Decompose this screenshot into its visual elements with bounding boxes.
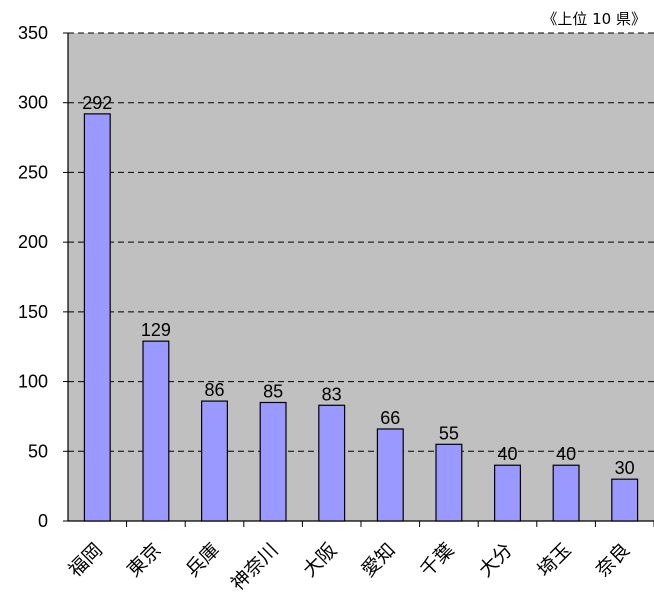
data-label: 30: [615, 458, 635, 478]
data-label: 66: [380, 408, 400, 428]
y-tick-label: 250: [18, 162, 48, 182]
data-label: 129: [141, 320, 171, 340]
bar: [83, 113, 111, 522]
y-tick-label: 350: [18, 23, 48, 43]
bar: [318, 404, 346, 522]
x-tick-label: 大分: [475, 539, 517, 581]
x-tick-label: 兵庫: [182, 539, 224, 581]
bar: [435, 443, 463, 522]
x-tick-label: 埼玉: [533, 539, 575, 581]
bar: [494, 464, 521, 522]
y-tick-label: 0: [38, 511, 48, 531]
data-label: 40: [556, 444, 576, 464]
bar: [142, 340, 170, 522]
x-tick-label: 奈良: [592, 539, 634, 581]
bar: [259, 401, 287, 522]
data-label: 85: [263, 381, 283, 401]
bar: [611, 478, 639, 522]
chart-note: 《上位 10 県》: [542, 10, 646, 28]
x-tick-label: 神奈川: [227, 539, 283, 595]
y-tick-label: 50: [28, 441, 48, 461]
x-tick-label: 愛知: [357, 539, 399, 581]
data-label: 83: [322, 384, 342, 404]
data-label: 86: [204, 380, 224, 400]
bar: [201, 400, 228, 522]
data-label: 40: [497, 444, 517, 464]
y-tick-label: 200: [18, 232, 48, 252]
x-tick-label: 東京: [123, 539, 165, 581]
y-tick-label: 150: [18, 302, 48, 322]
data-label: 292: [82, 93, 112, 113]
bar: [376, 428, 404, 522]
bar: [552, 464, 580, 522]
y-tick-label: 300: [18, 93, 48, 113]
x-tick-label: 千葉: [416, 539, 458, 581]
x-tick-label: 福岡: [64, 539, 106, 581]
x-tick-label: 大阪: [299, 539, 341, 581]
y-tick-label: 100: [18, 372, 48, 392]
data-label: 55: [439, 423, 459, 443]
